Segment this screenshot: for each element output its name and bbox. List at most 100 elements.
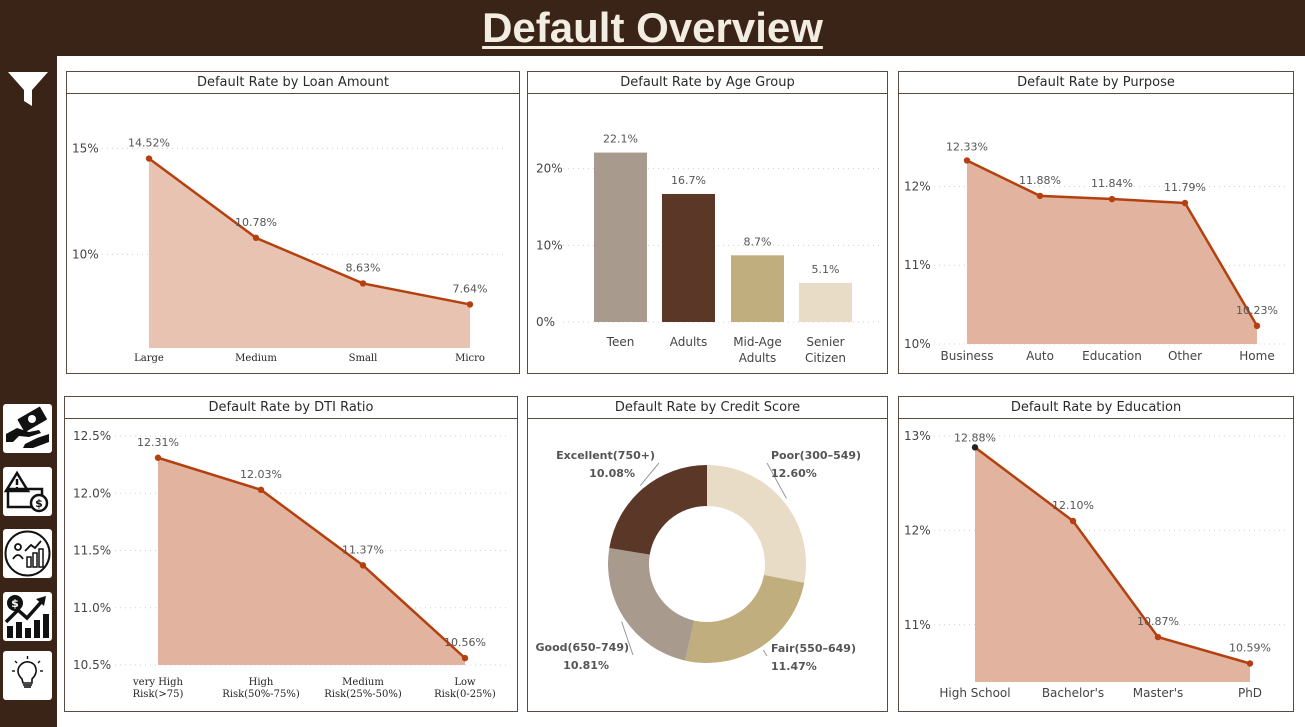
bar xyxy=(662,193,715,322)
x-tick-label: Education xyxy=(1082,349,1142,363)
warning-money-icon[interactable]: $ xyxy=(3,467,52,516)
donut-slice xyxy=(609,465,707,555)
data-label: 14.52% xyxy=(128,137,170,150)
slice-label: Good(650–749) xyxy=(536,641,630,654)
data-label: 16.7% xyxy=(671,174,706,187)
data-label: 8.7% xyxy=(744,235,772,248)
x-tick-label: Risk(0-25%) xyxy=(434,689,496,700)
dti-ratio-chart: 10.5% 11.0% 11.5% 12.0% 12.5% 12.31% 12.03% 11.… xyxy=(73,429,507,700)
leader-line xyxy=(639,462,660,486)
data-point xyxy=(359,562,367,569)
chart-card-loan-amount: Default Rate by Loan Amount 10% 15% 14.52%… xyxy=(66,71,520,374)
data-label: 12.33% xyxy=(946,140,988,153)
x-tick-label: Citizen xyxy=(805,351,846,365)
dollar-growth-icon[interactable]: $ xyxy=(3,592,52,641)
x-tick-label: High School xyxy=(939,686,1010,700)
x-tick-label: Low xyxy=(454,677,476,688)
y-tick-label: 15% xyxy=(72,141,99,155)
y-tick-label: 11.5% xyxy=(73,544,111,558)
x-tick-label: Small xyxy=(349,353,378,364)
x-tick-label: Large xyxy=(134,353,164,364)
y-tick-label: 11% xyxy=(904,258,931,272)
chart-title: Default Rate by Credit Score xyxy=(528,397,887,419)
y-tick-label: 12.5% xyxy=(73,429,111,443)
people-chart-icon[interactable] xyxy=(3,529,52,578)
data-point xyxy=(971,444,979,451)
data-point xyxy=(963,157,971,164)
lightbulb-icon[interactable] xyxy=(3,651,52,700)
education-chart: 11% 12% 13% 12.88% 12.10% 10.87% 10.59% High Sc… xyxy=(904,429,1287,700)
slice-label: Excellent(750+) xyxy=(556,449,655,462)
age-group-chart: 0% 10% 20% 22.1% Teen 16.7% Adults 8.7% Mid-Age A… xyxy=(536,133,880,365)
data-label: 12.10% xyxy=(1052,499,1094,512)
x-tick-label: Teen xyxy=(606,335,635,349)
chart-title: Default Rate by DTI Ratio xyxy=(65,397,517,419)
slice-label: Fair(550–649) xyxy=(771,642,856,655)
chart-card-education: Default Rate by Education 11% 12% 13% 12.88… xyxy=(898,396,1294,712)
slice-value: 12.60% xyxy=(771,467,817,480)
filter-icon[interactable] xyxy=(6,70,50,110)
data-point xyxy=(359,280,367,287)
data-point xyxy=(252,234,260,242)
data-point xyxy=(1246,660,1254,667)
data-point xyxy=(154,454,162,461)
chart-title: Default Rate by Purpose xyxy=(899,72,1293,94)
y-tick-label: 12.0% xyxy=(73,486,111,500)
x-tick-label: Mid-Age xyxy=(733,335,782,349)
y-tick-label: 11% xyxy=(904,618,931,632)
y-tick-label: 13% xyxy=(904,429,931,443)
chart-title: Default Rate by Education xyxy=(899,397,1293,419)
data-label: 10.59% xyxy=(1229,642,1271,655)
data-point xyxy=(1154,633,1162,641)
bar xyxy=(594,152,647,322)
y-tick-label: 10% xyxy=(536,238,563,252)
x-tick-label: Master's xyxy=(1133,686,1184,700)
data-label: 12.31% xyxy=(137,436,179,449)
chart-card-dti-ratio: Default Rate by DTI Ratio 10.5% 11.0% 11.5… xyxy=(64,396,518,712)
header-bar xyxy=(0,0,1305,56)
bar xyxy=(799,282,852,322)
x-tick-label: Medium xyxy=(235,353,277,364)
data-point xyxy=(1108,195,1116,203)
x-tick-label: Bachelor's xyxy=(1042,686,1104,700)
data-label: 11.79% xyxy=(1164,181,1206,194)
y-tick-label: 12% xyxy=(904,179,931,193)
leader-line xyxy=(766,462,787,499)
y-tick-label: 11.0% xyxy=(73,601,111,615)
series-line xyxy=(157,456,466,660)
x-tick-label: Micro xyxy=(455,353,485,364)
slice-value: 11.47% xyxy=(771,660,817,673)
money-hand-icon[interactable] xyxy=(3,404,52,453)
x-tick-label: Business xyxy=(941,349,994,363)
loan-amount-chart: 10% 15% 14.52% 10.78% 8.63% 7.64% Large Medium S… xyxy=(72,137,507,364)
leader-line xyxy=(621,621,634,656)
credit-score-chart: Poor(300–549) 12.60% Fair(550–649) 11.47% Go… xyxy=(536,449,862,673)
x-tick-label: Adults xyxy=(739,351,777,365)
series-line xyxy=(974,446,1251,665)
x-tick-label: very High xyxy=(132,677,183,688)
donut-slice xyxy=(707,465,806,583)
data-point xyxy=(257,486,265,494)
chart-title: Default Rate by Age Group xyxy=(528,72,887,94)
slice-value: 10.81% xyxy=(563,659,609,672)
x-tick-label: Risk(25%-50%) xyxy=(324,689,402,700)
area-fill xyxy=(158,457,465,665)
donut-slice xyxy=(685,574,805,663)
data-point xyxy=(1069,517,1077,525)
data-label: 10.23% xyxy=(1236,304,1278,317)
svg-text:$: $ xyxy=(35,497,43,510)
data-label: 10.56% xyxy=(444,636,486,649)
page-title: Default Overview xyxy=(482,4,823,51)
chart-card-purpose: Default Rate by Purpose 10% 11% 12% 12.33% 1… xyxy=(898,71,1294,374)
data-label: 12.03% xyxy=(240,468,282,481)
data-label: 11.88% xyxy=(1019,174,1061,187)
svg-text:$: $ xyxy=(11,597,19,610)
data-point xyxy=(461,654,469,662)
x-tick-label: Adults xyxy=(670,335,708,349)
data-label: 12.88% xyxy=(954,431,996,444)
data-label: 22.1% xyxy=(603,133,638,146)
chart-card-age-group: Default Rate by Age Group 0% 10% 20% 22.1% T… xyxy=(527,71,888,374)
y-tick-label: 10% xyxy=(904,337,931,351)
x-tick-label: High xyxy=(249,677,274,688)
x-tick-label: Medium xyxy=(342,677,384,688)
